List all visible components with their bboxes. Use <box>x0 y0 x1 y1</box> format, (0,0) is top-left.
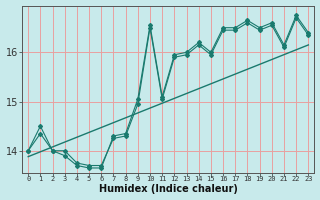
X-axis label: Humidex (Indice chaleur): Humidex (Indice chaleur) <box>99 184 238 194</box>
